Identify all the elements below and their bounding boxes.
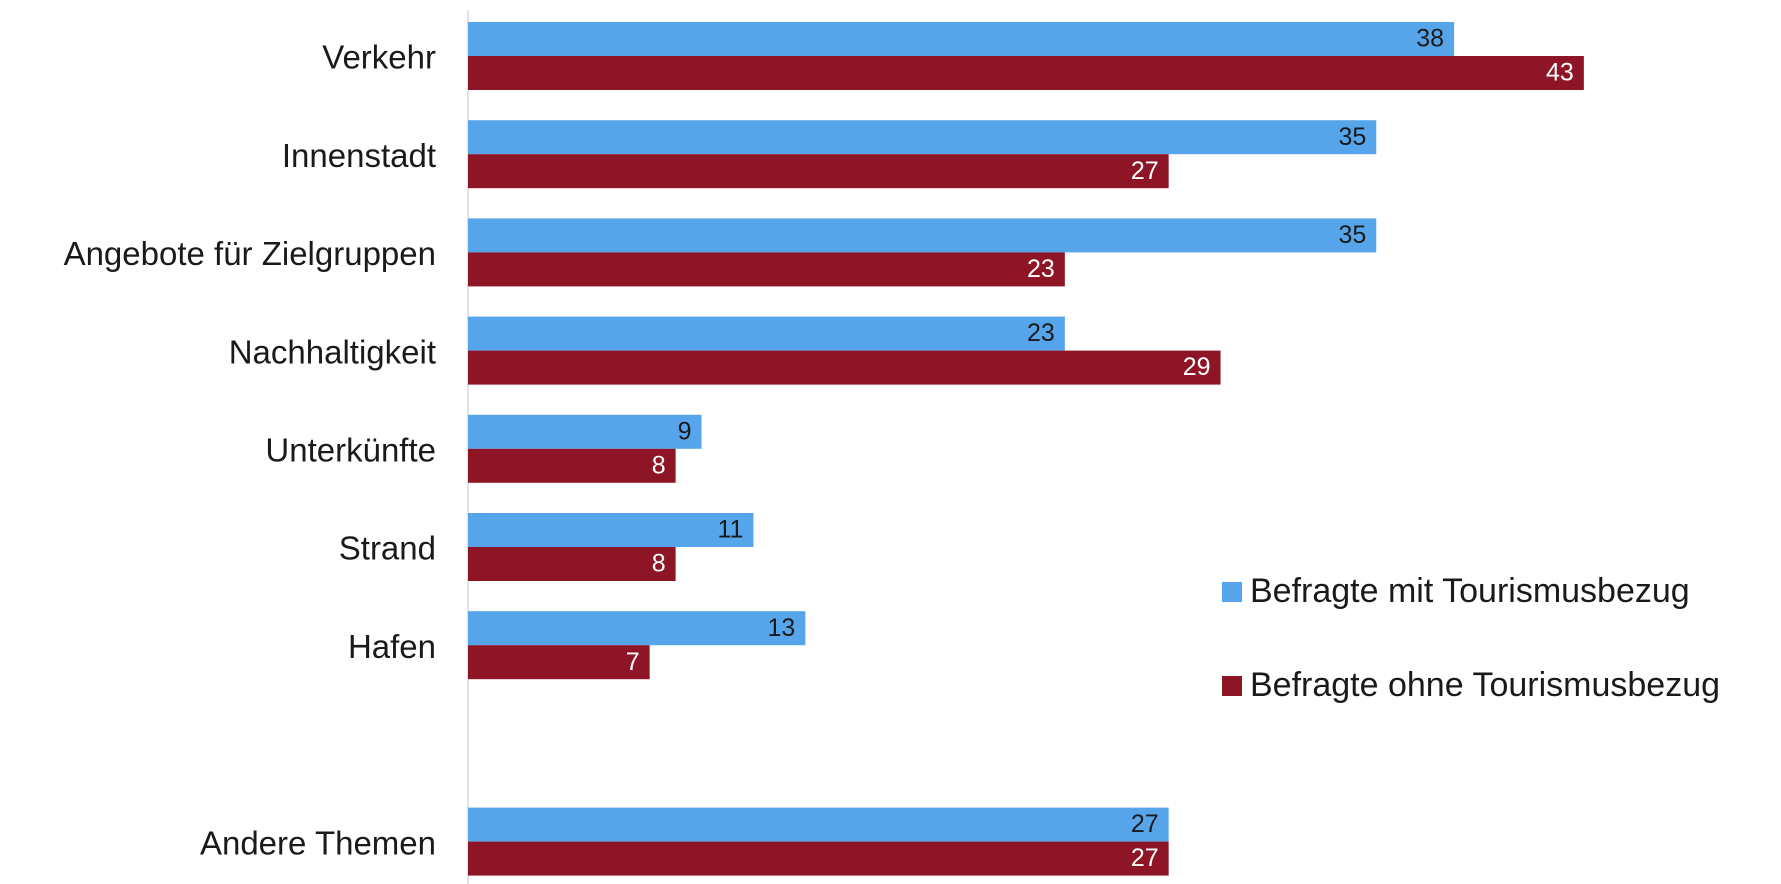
legend-label: Befragte mit Tourismusbezug (1250, 572, 1690, 610)
bar (468, 316, 1065, 351)
labels-layer: Verkehr 38 43 Innenstadt 35 27 Angebote für Zi… (64, 25, 1574, 873)
data-label: 23 (1027, 255, 1055, 283)
category-label: Hafen (348, 628, 436, 665)
data-label: 8 (652, 451, 666, 479)
data-label: 43 (1546, 59, 1574, 87)
category-label: Verkehr (322, 39, 436, 76)
category-label: Angebote für Zielgruppen (64, 235, 436, 272)
bar (468, 22, 1455, 56)
data-label: 7 (626, 648, 640, 676)
category-label: Strand (339, 530, 436, 567)
bar (468, 154, 1169, 189)
legend: Befragte mit Tourismusbezug Befragte ohne… (1222, 572, 1720, 704)
data-label: 9 (678, 417, 692, 445)
data-label: 38 (1416, 25, 1444, 53)
category-label: Innenstadt (282, 137, 436, 174)
category-label: Unterkünfte (265, 432, 436, 469)
bar (468, 350, 1221, 385)
data-label: 8 (652, 550, 666, 578)
bar (468, 513, 754, 547)
data-label: 23 (1027, 319, 1055, 347)
bar (468, 448, 676, 483)
bar (468, 414, 702, 449)
bar (468, 56, 1584, 90)
bar (468, 611, 806, 646)
bar (468, 807, 1169, 842)
data-label: 27 (1131, 844, 1159, 872)
bar (468, 645, 650, 680)
bar (468, 120, 1377, 155)
legend-swatch (1222, 582, 1242, 602)
category-label: Andere Themen (200, 824, 436, 861)
bar (468, 547, 676, 581)
bar (468, 252, 1065, 287)
data-label: 27 (1131, 810, 1159, 838)
data-label: 13 (768, 614, 796, 642)
data-label: 29 (1183, 353, 1211, 381)
data-label: 35 (1338, 221, 1366, 249)
data-label: 27 (1131, 157, 1159, 185)
bars-layer (468, 22, 1584, 876)
category-label: Nachhaltigkeit (229, 333, 436, 370)
data-label: 11 (717, 516, 743, 544)
bar (468, 841, 1169, 876)
legend-label: Befragte ohne Tourismusbezug (1250, 666, 1720, 704)
legend-swatch (1222, 676, 1242, 696)
data-label: 35 (1338, 123, 1366, 151)
bar (468, 218, 1377, 253)
